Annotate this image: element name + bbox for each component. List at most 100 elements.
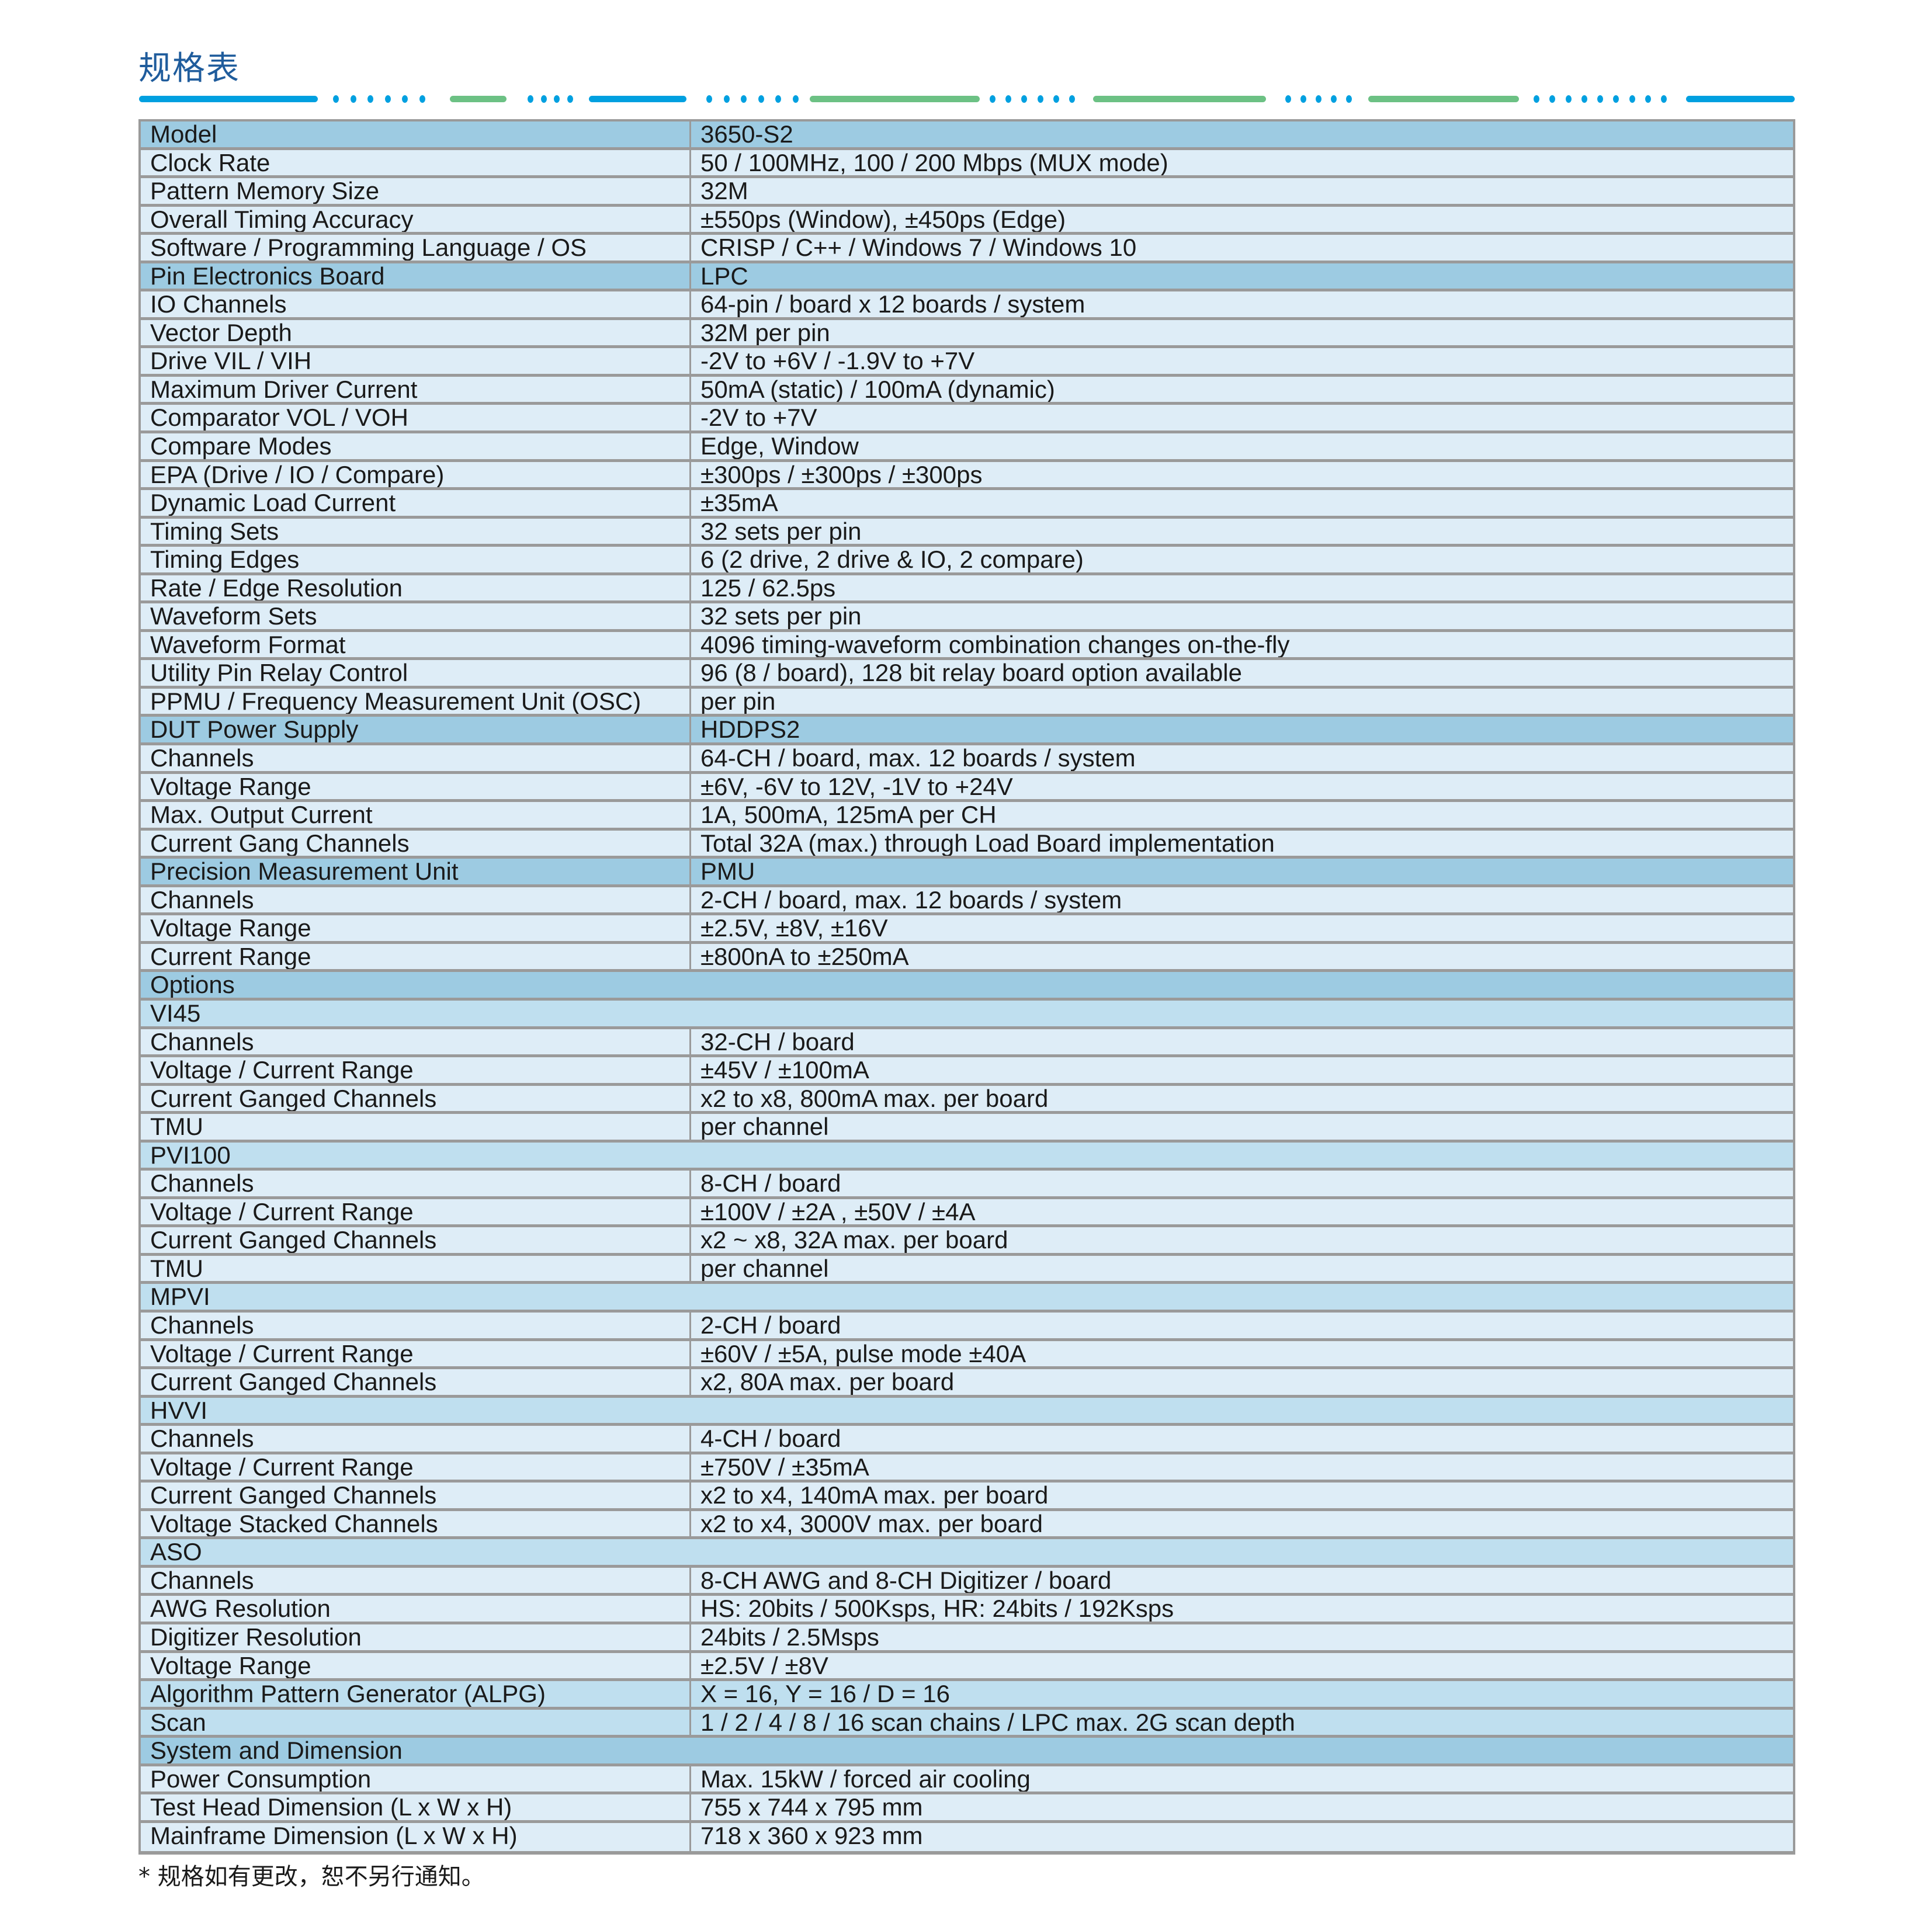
table-row: Comparator VOL / VOH -2V to +7V [141, 405, 1793, 434]
spec-label: Power Consumption [141, 1766, 691, 1792]
table-row: Voltage / Current Range ±60V / ±5A, pulse… [141, 1341, 1793, 1370]
table-row: AWG Resolution HS: 20bits / 500Ksps, HR: … [141, 1596, 1793, 1624]
table-row: EPA (Drive / IO / Compare) ±300ps / ±300p… [141, 461, 1793, 491]
section-header-row: Pin Electronics Board LPC [141, 263, 1793, 292]
spec-label: Channels [141, 745, 691, 771]
table-row: Voltage Range ±2.5V, ±8V, ±16V [141, 915, 1793, 944]
table-row: Voltage / Current Range ±45V / ±100mA [141, 1057, 1793, 1086]
spec-label: PVI100 [150, 1142, 231, 1168]
spec-label: Scan [141, 1709, 691, 1735]
table-row: Drive VIL / VIH -2V to +6V / -1.9V to +7V [141, 348, 1793, 377]
spec-value: Total 32A (max.) through Load Board impl… [700, 830, 1275, 856]
spec-label: Voltage / Current Range [141, 1454, 691, 1480]
spec-label: Current Ganged Channels [141, 1369, 691, 1395]
spec-value: ±6V, -6V to 12V, -1V to +24V [700, 773, 1013, 800]
subsection-row: MPVI [141, 1284, 1793, 1313]
divider-dots [528, 95, 573, 103]
table-row: Current Ganged Channels x2 to x8, 800mA m… [141, 1085, 1793, 1115]
spec-label: Maximum Driver Current [141, 376, 691, 402]
spec-label: Voltage / Current Range [141, 1341, 691, 1367]
spec-label: Current Range [141, 943, 691, 970]
divider-bar [1093, 96, 1266, 102]
footnote: * 规格如有更改，恕不另行通知。 [138, 1863, 485, 1890]
spec-label: HVVI [150, 1397, 208, 1424]
section-title-row: System and Dimension [141, 1738, 1793, 1766]
spec-label: Drive VIL / VIH [141, 348, 691, 374]
spec-value: 50 / 100MHz, 100 / 200 Mbps (MUX mode) [700, 150, 1168, 176]
spec-value: x2 to x4, 3000V max. per board [700, 1511, 1043, 1537]
divider-dot [758, 95, 764, 103]
spec-value: 125 / 62.5ps [700, 575, 836, 601]
spec-value: 8-CH AWG and 8-CH Digitizer / board [700, 1567, 1112, 1593]
divider-dot [1331, 95, 1337, 103]
divider-dot [1300, 95, 1306, 103]
spec-value: per channel [700, 1255, 829, 1282]
divider-dot [1597, 95, 1603, 103]
spec-label: MPVI [150, 1284, 210, 1310]
divider-dot [1661, 95, 1667, 103]
section-header-row: Model 3650-S2 [141, 121, 1793, 150]
spec-value: 32 sets per pin [700, 603, 862, 629]
spec-label: TMU [141, 1114, 691, 1140]
spec-label: Pin Electronics Board [141, 263, 691, 289]
spec-label: Channels [141, 1171, 691, 1196]
divider-bar [1368, 96, 1519, 102]
spec-value: x2 ~ x8, 32A max. per board [700, 1227, 1008, 1253]
spec-value: 2-CH / board [700, 1312, 841, 1338]
table-row: Vector Depth 32M per pin [141, 320, 1793, 349]
spec-value: per channel [700, 1114, 829, 1140]
table-row: Power Consumption Max. 15kW / forced air … [141, 1766, 1793, 1795]
divider-dot [1037, 95, 1043, 103]
table-row: Mainframe Dimension (L x W x H) 718 x 360… [141, 1822, 1793, 1852]
divider-dot [350, 95, 356, 103]
table-row: Channels 64-CH / board, max. 12 boards / … [141, 745, 1793, 774]
spec-label: Comparator VOL / VOH [141, 405, 691, 431]
spec-label: Channels [141, 1567, 691, 1593]
table-row: Timing Edges 6 (2 drive, 2 drive & IO, 2 … [141, 547, 1793, 575]
spec-value: 2-CH / board, max. 12 boards / system [700, 887, 1122, 913]
divider-dot [1346, 95, 1352, 103]
table-row: Overall Timing Accuracy ±550ps (Window), … [141, 206, 1793, 235]
spec-value: ±300ps / ±300ps / ±300ps [700, 461, 983, 488]
spec-label: System and Dimension [150, 1738, 403, 1763]
spec-value: ±45V / ±100mA [700, 1057, 869, 1083]
divider-bar [1686, 96, 1795, 102]
spec-value: PMU [700, 859, 755, 884]
subsection-row: VI45 [141, 1000, 1793, 1029]
divider-dots [1534, 95, 1667, 103]
spec-label: Current Gang Channels [141, 830, 691, 856]
spec-value: X = 16, Y = 16 / D = 16 [700, 1681, 950, 1707]
table-row: TMU per channel [141, 1114, 1793, 1143]
spec-label: Test Head Dimension (L x W x H) [141, 1794, 691, 1820]
spec-label: Voltage Range [141, 773, 691, 800]
spec-label: Waveform Sets [141, 603, 691, 629]
spec-label: Compare Modes [141, 433, 691, 459]
section-header-row: DUT Power Supply HDDPS2 [141, 717, 1793, 746]
spec-label: Dynamic Load Current [141, 490, 691, 516]
divider-bar [450, 96, 507, 102]
spec-label: Current Ganged Channels [141, 1085, 691, 1112]
divider-bar [810, 96, 980, 102]
spec-value: x2 to x8, 800mA max. per board [700, 1085, 1049, 1112]
divider-dot [1053, 95, 1059, 103]
table-row: Timing Sets 32 sets per pin [141, 518, 1793, 547]
table-row: Current Ganged Channels x2 to x4, 140mA m… [141, 1483, 1793, 1511]
table-row: Compare Modes Edge, Window [141, 433, 1793, 462]
table-row: Pattern Memory Size 32M [141, 178, 1793, 207]
spec-value: ±2.5V / ±8V [700, 1652, 828, 1679]
divider-dot [706, 95, 712, 103]
divider-dot [540, 95, 547, 103]
table-row: Channels 8-CH AWG and 8-CH Digitizer / bo… [141, 1567, 1793, 1596]
spec-value: -2V to +7V [700, 405, 817, 431]
table-row: Voltage / Current Range ±750V / ±35mA [141, 1454, 1793, 1483]
subsection-row: HVVI [141, 1397, 1793, 1426]
table-row: Current Ganged Channels x2 ~ x8, 32A max.… [141, 1227, 1793, 1256]
table-row: Channels 8-CH / board [141, 1171, 1793, 1199]
page-title: 规格表 [138, 50, 240, 88]
table-row: Digitizer Resolution 24bits / 2.5Msps [141, 1624, 1793, 1653]
spec-value: Max. 15kW / forced air cooling [700, 1766, 1031, 1792]
spec-value: 4096 timing-waveform combination changes… [700, 631, 1290, 658]
spec-label: DUT Power Supply [141, 717, 691, 743]
table-row: Maximum Driver Current 50mA (static) / 10… [141, 376, 1793, 405]
spec-label: Voltage Stacked Channels [141, 1511, 691, 1537]
